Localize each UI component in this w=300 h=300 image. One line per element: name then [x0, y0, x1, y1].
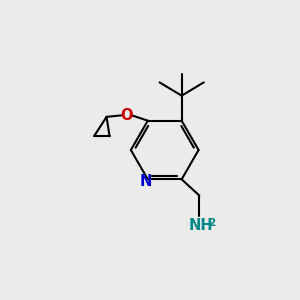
Text: N: N: [139, 174, 152, 189]
Text: 2: 2: [208, 218, 215, 229]
Text: O: O: [120, 108, 133, 123]
Text: NH: NH: [188, 218, 213, 233]
